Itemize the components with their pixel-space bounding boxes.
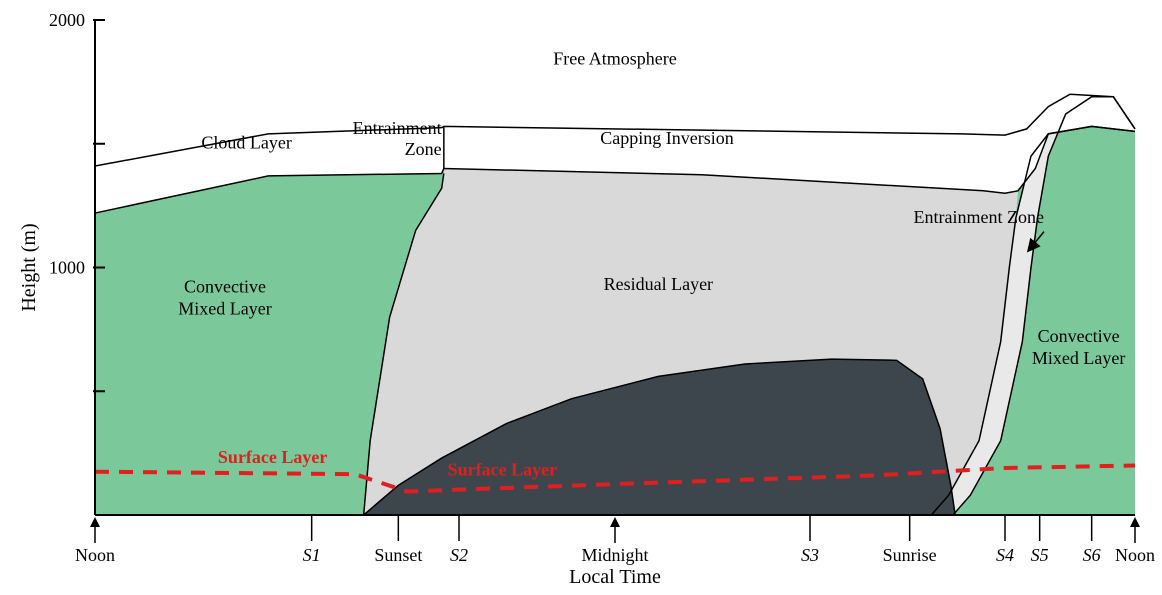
x-axis-label: Local Time [569, 566, 661, 588]
label-convective_left_a: Convective [184, 276, 266, 296]
label-convective_right_b: Mixed Layer [1032, 348, 1125, 368]
x-tick-label: S2 [450, 545, 468, 565]
label-residual_layer: Residual Layer [604, 274, 713, 294]
x-tick-label: Noon [75, 545, 115, 565]
x-tick-label: S4 [996, 545, 1014, 565]
x-tick-label: S3 [801, 545, 819, 565]
y-tick-label: 2000 [49, 10, 85, 30]
x-tick-label: Noon [1115, 545, 1155, 565]
label-free_atmosphere: Free Atmosphere [553, 49, 676, 69]
x-tick-label: Sunrise [883, 545, 937, 565]
x-tick-label: S1 [303, 545, 321, 565]
label-entrainment_zone_top_a: Entrainment [353, 118, 442, 138]
label-capping_inversion: Capping Inversion [600, 128, 733, 148]
label-convective_right_a: Convective [1038, 326, 1120, 346]
label-cloud_layer: Cloud Layer [201, 133, 291, 153]
x-tick-arrowhead [90, 517, 100, 527]
label-surface_mid: Surface Layer [448, 459, 557, 479]
x-tick-label: S6 [1083, 545, 1101, 565]
label-entrainment_zone_top_b: Zone [405, 139, 442, 159]
label-convective_left_b: Mixed Layer [178, 299, 271, 319]
x-tick-arrowhead [610, 517, 620, 527]
label-surface_left: Surface Layer [218, 447, 327, 467]
x-tick-arrowhead [1130, 517, 1140, 527]
x-tick-label: Midnight [581, 545, 648, 565]
x-tick-label: Sunset [374, 545, 422, 565]
x-tick-label: S5 [1031, 545, 1049, 565]
boundary-layer-diagram: 2000 1000 Height (m) Noon S1 Sunset S2 Midnight… [0, 0, 1162, 595]
y-tick-label: 1000 [49, 258, 85, 278]
y-axis-label: Height (m) [18, 223, 40, 311]
label-entrainment_right: Entrainment Zone [914, 207, 1044, 227]
